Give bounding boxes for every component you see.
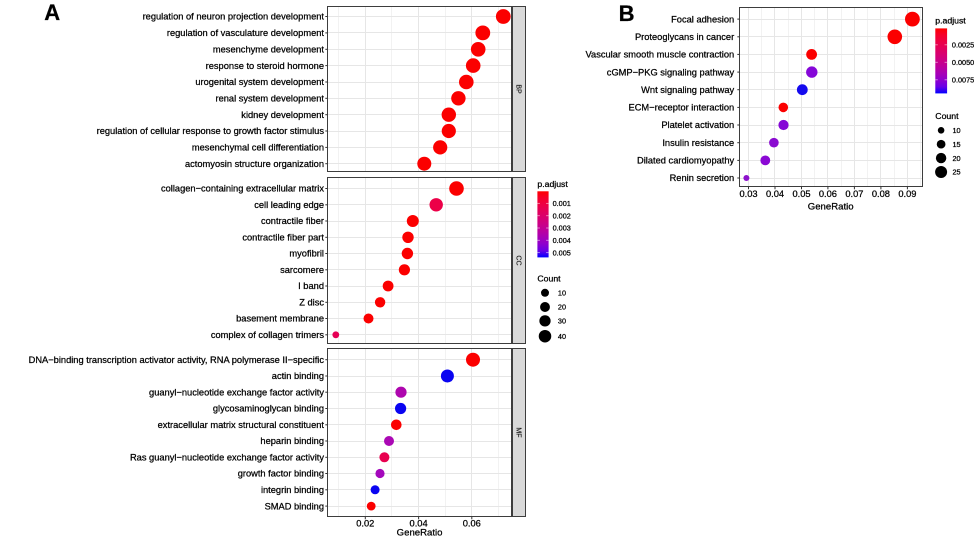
- svg-text:heparin binding: heparin binding: [260, 436, 324, 446]
- svg-text:extracellular matrix structura: extracellular matrix structural constitu…: [158, 420, 325, 430]
- svg-text:guanyl−nucleotide exchange fac: guanyl−nucleotide exchange factor activi…: [149, 387, 324, 397]
- svg-text:regulation of neuron projectio: regulation of neuron projection developm…: [143, 12, 325, 22]
- svg-text:0.003: 0.003: [553, 224, 571, 233]
- svg-text:myofibril: myofibril: [289, 249, 324, 259]
- svg-text:Renin secretion: Renin secretion: [670, 173, 735, 183]
- svg-text:0.02: 0.02: [356, 519, 374, 529]
- svg-text:0.0050: 0.0050: [952, 58, 974, 67]
- svg-text:20: 20: [558, 303, 566, 312]
- svg-text:Count: Count: [935, 111, 959, 121]
- svg-text:mesenchymal cell differentiati: mesenchymal cell differentiation: [192, 143, 324, 153]
- svg-text:40: 40: [558, 332, 566, 341]
- svg-text:BP: BP: [514, 84, 521, 94]
- svg-text:DNA−binding transcription acti: DNA−binding transcription activator acti…: [29, 355, 325, 365]
- svg-text:Insulin resistance: Insulin resistance: [662, 138, 734, 148]
- svg-text:0.06: 0.06: [819, 189, 837, 199]
- svg-text:complex of collagen trimers: complex of collagen trimers: [211, 330, 325, 340]
- svg-text:SMAD binding: SMAD binding: [265, 501, 324, 511]
- svg-text:mesenchyme development: mesenchyme development: [213, 45, 325, 55]
- svg-text:Wnt signaling pathway: Wnt signaling pathway: [641, 85, 734, 95]
- svg-text:A: A: [44, 0, 60, 25]
- svg-text:20: 20: [953, 154, 961, 163]
- svg-text:ECM−receptor interaction: ECM−receptor interaction: [629, 103, 735, 113]
- svg-text:glycosaminoglycan binding: glycosaminoglycan binding: [213, 404, 324, 414]
- svg-text:0.0075: 0.0075: [952, 76, 974, 85]
- svg-text:0.08: 0.08: [872, 189, 890, 199]
- svg-text:GeneRatio: GeneRatio: [808, 202, 854, 213]
- svg-text:actomyosin structure organizat: actomyosin structure organization: [185, 159, 324, 169]
- svg-text:Dilated cardiomyopathy: Dilated cardiomyopathy: [637, 156, 735, 166]
- svg-text:collagen−containing extracellu: collagen−containing extracellular matrix: [161, 184, 324, 194]
- svg-text:0.04: 0.04: [410, 519, 428, 529]
- svg-text:Z disc: Z disc: [299, 298, 324, 308]
- svg-text:Ras guanyl−nucleotide exchange: Ras guanyl−nucleotide exchange factor ac…: [130, 453, 324, 463]
- svg-text:CC: CC: [514, 255, 521, 265]
- svg-text:0.07: 0.07: [845, 189, 863, 199]
- svg-text:0.06: 0.06: [463, 519, 481, 529]
- svg-text:actin binding: actin binding: [272, 371, 324, 381]
- svg-text:0.005: 0.005: [553, 248, 571, 257]
- svg-text:Vascular smooth muscle contrac: Vascular smooth muscle contraction: [586, 50, 735, 60]
- svg-text:30: 30: [558, 317, 566, 326]
- svg-text:cGMP−PKG signaling pathway: cGMP−PKG signaling pathway: [607, 67, 735, 77]
- svg-text:I band: I band: [298, 281, 324, 291]
- svg-text:contractile fiber: contractile fiber: [261, 216, 324, 226]
- svg-text:0.03: 0.03: [739, 189, 757, 199]
- svg-text:response to steroid hormone: response to steroid hormone: [206, 61, 324, 71]
- svg-text:0.0025: 0.0025: [952, 41, 974, 50]
- svg-text:0.09: 0.09: [898, 189, 916, 199]
- svg-text:p.adjust: p.adjust: [537, 179, 568, 189]
- svg-text:0.05: 0.05: [792, 189, 810, 199]
- svg-text:0.004: 0.004: [553, 236, 571, 245]
- svg-text:renal system development: renal system development: [215, 94, 324, 104]
- svg-text:kidney development: kidney development: [241, 110, 324, 120]
- svg-text:25: 25: [953, 168, 961, 177]
- svg-text:10: 10: [558, 289, 566, 298]
- svg-text:regulation of vasculature deve: regulation of vasculature development: [167, 28, 325, 38]
- svg-text:0.002: 0.002: [553, 211, 571, 220]
- svg-text:Focal adhesion: Focal adhesion: [671, 14, 734, 24]
- svg-text:Count: Count: [537, 273, 561, 283]
- svg-text:0.04: 0.04: [766, 189, 784, 199]
- svg-text:GeneRatio: GeneRatio: [397, 528, 443, 539]
- svg-text:p.adjust: p.adjust: [935, 16, 966, 26]
- svg-text:cell leading edge: cell leading edge: [254, 200, 324, 210]
- svg-text:growth factor binding: growth factor binding: [238, 469, 324, 479]
- svg-text:integrin binding: integrin binding: [261, 485, 324, 495]
- svg-text:10: 10: [953, 126, 961, 135]
- svg-text:contractile fiber part: contractile fiber part: [242, 233, 324, 243]
- svg-text:basement membrane: basement membrane: [236, 314, 324, 324]
- svg-text:Proteoglycans in cancer: Proteoglycans in cancer: [635, 32, 734, 42]
- svg-text:regulation of cellular respons: regulation of cellular response to growt…: [97, 126, 325, 136]
- svg-text:B: B: [619, 1, 635, 26]
- svg-text:MF: MF: [514, 427, 521, 437]
- svg-text:15: 15: [953, 140, 961, 149]
- svg-text:Platelet activation: Platelet activation: [661, 120, 734, 130]
- svg-text:sarcomere: sarcomere: [280, 265, 324, 275]
- svg-text:urogenital system development: urogenital system development: [195, 77, 324, 87]
- svg-text:0.001: 0.001: [553, 199, 571, 208]
